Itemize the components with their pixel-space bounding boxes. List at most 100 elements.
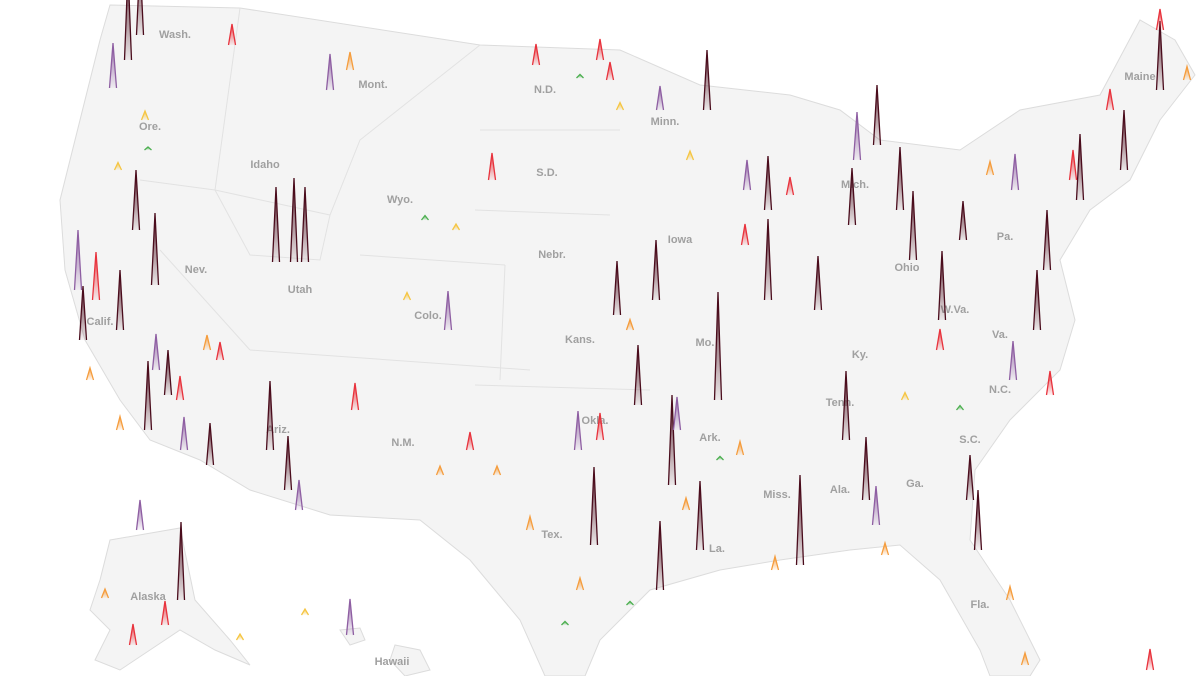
state-label: Alaska [130,591,166,603]
spike [1155,8,1165,31]
spike [955,404,965,411]
spike [420,214,430,221]
state-label: Nev. [185,264,207,276]
state-label: Tex. [541,529,562,541]
spike [91,251,101,301]
spike [140,109,150,121]
spike [861,436,871,501]
spike [785,176,795,196]
spike [575,575,585,591]
spike [163,349,173,396]
contiguous-us [59,4,1196,676]
spike [294,479,304,511]
spike [85,365,95,381]
spike [672,396,682,431]
spike [1008,340,1018,381]
state-borders [139,7,651,391]
spike [872,84,882,146]
spike [841,370,851,441]
spike [289,177,299,263]
spike [716,455,724,461]
spike [713,291,723,401]
state-label: Wash. [159,29,191,41]
spike [625,317,635,331]
spike [205,422,215,466]
spike [1020,650,1030,666]
state-label: Maine [1124,71,1155,83]
spike [573,410,583,451]
spike [123,0,133,61]
spike [451,222,461,231]
spike [667,394,677,486]
state-label: Minn. [651,116,680,128]
spike [702,49,712,111]
spike [265,380,275,451]
state-label: Iowa [668,234,693,246]
spike [763,155,773,211]
spike [144,146,152,151]
spike [78,285,88,341]
spike [402,290,412,301]
state-label: Tenn. [826,397,855,409]
spike [695,480,705,551]
spike [965,454,975,501]
spike [176,521,186,601]
spike [492,464,502,476]
spike [350,382,360,411]
spike [108,42,118,89]
spike [1075,133,1085,201]
spike [115,413,125,431]
spike [1032,269,1042,331]
spike [740,223,750,246]
spike [227,23,237,46]
state-label: N.D. [534,84,556,96]
spike [160,600,170,626]
spike [900,390,910,401]
state-label: Va. [992,329,1008,341]
spike [626,600,634,606]
spike [325,53,335,91]
spike [531,43,541,66]
spike [179,416,189,451]
spike [113,160,123,171]
state-label: Ohio [894,262,919,274]
spike [487,152,497,181]
state-label: Wyo. [387,194,413,206]
spike [958,200,968,241]
alaska [89,527,251,671]
spike [345,51,355,71]
spike [131,169,141,231]
state-label: Kans. [565,334,595,346]
state-label: Fla. [971,599,990,611]
state-label: Ky. [852,349,868,361]
spike [633,344,643,406]
spikes [73,0,1192,671]
spike [135,0,145,36]
state-label: La. [709,543,725,555]
state-label: Ore. [139,121,161,133]
state-label: Hawaii [375,656,410,668]
spike [763,218,773,301]
spike [465,431,475,451]
spike [300,607,310,616]
spike [937,250,947,321]
spike [73,229,83,291]
state-label: W.Va. [941,304,970,316]
state-label: Ark. [699,432,720,444]
spike [1068,149,1078,181]
spike [1045,370,1055,396]
spike [135,499,145,531]
spike [685,149,695,161]
state-label: Mo. [696,337,715,349]
spike [1042,209,1052,271]
spike [115,269,125,331]
spike [605,61,615,81]
hawaii [339,627,431,676]
spike [985,158,995,176]
spike [1145,648,1155,671]
spike [847,167,857,226]
spike [345,598,355,636]
spike [770,553,780,571]
spike [283,435,293,491]
